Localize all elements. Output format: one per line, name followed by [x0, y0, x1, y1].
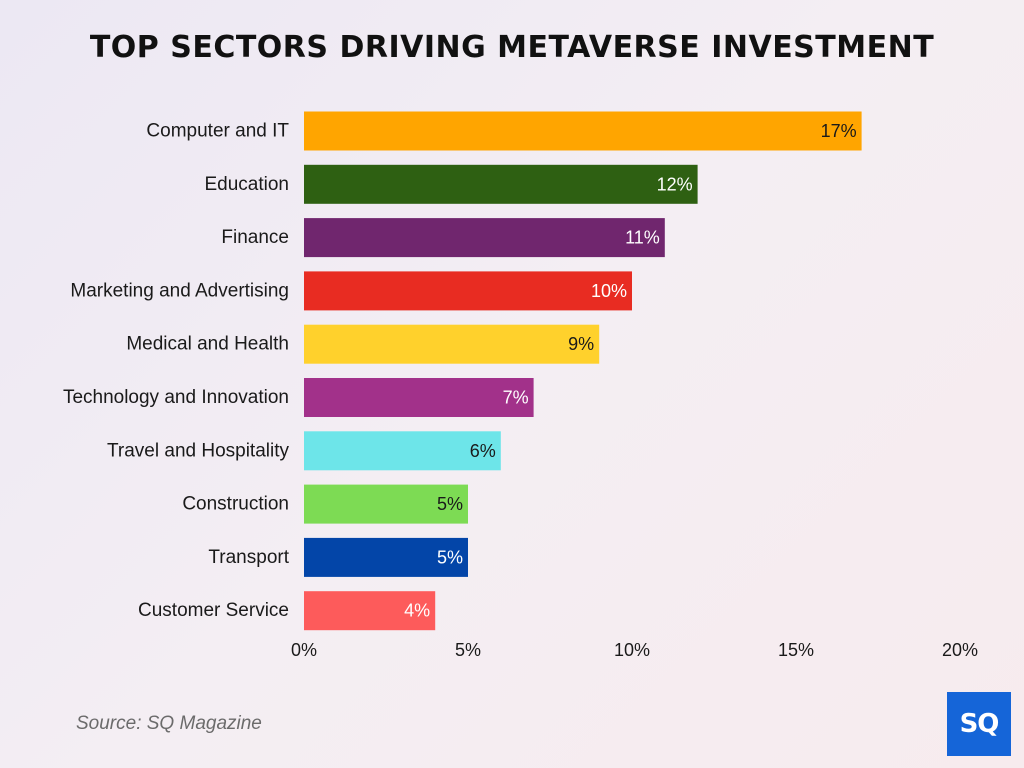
bar — [304, 484, 468, 524]
value-label: 11% — [625, 228, 660, 248]
bar — [304, 378, 534, 417]
category-label: Education — [204, 174, 289, 195]
value-label: 9% — [568, 334, 594, 354]
bar — [304, 431, 501, 471]
value-label: 5% — [437, 494, 463, 514]
x-tick-label: 15% — [778, 640, 814, 660]
bar — [304, 164, 698, 204]
x-tick-label: 5% — [455, 640, 481, 660]
value-label: 4% — [404, 601, 430, 621]
category-label: Computer and IT — [146, 121, 289, 142]
sq-logo: SQ — [947, 692, 1011, 756]
bar — [304, 218, 665, 258]
category-label: Technology and Innovation — [63, 387, 289, 408]
bar — [304, 271, 632, 311]
category-label: Customer Service — [138, 600, 289, 621]
value-label: 6% — [470, 441, 496, 461]
value-label: 12% — [657, 174, 693, 194]
source-note: Source: SQ Magazine — [76, 713, 262, 734]
category-label: Marketing and Advertising — [70, 280, 289, 301]
category-label: Medical and Health — [126, 334, 289, 355]
bar — [304, 111, 862, 151]
bar — [304, 591, 436, 631]
value-label: 7% — [503, 388, 529, 408]
value-label: 17% — [821, 121, 857, 141]
bar — [304, 537, 468, 577]
x-tick-label: 10% — [614, 640, 650, 660]
category-label: Travel and Hospitality — [107, 440, 289, 461]
value-label: 10% — [591, 281, 627, 301]
value-label: 5% — [437, 547, 463, 567]
x-tick-label: 20% — [942, 640, 978, 660]
chart-title: TOP SECTORS DRIVING METAVERSE INVESTMENT — [89, 30, 935, 65]
bar — [304, 324, 600, 364]
category-label: Transport — [208, 547, 289, 568]
x-tick-label: 0% — [291, 640, 317, 660]
category-label: Finance — [221, 227, 289, 248]
category-label: Construction — [182, 494, 289, 515]
